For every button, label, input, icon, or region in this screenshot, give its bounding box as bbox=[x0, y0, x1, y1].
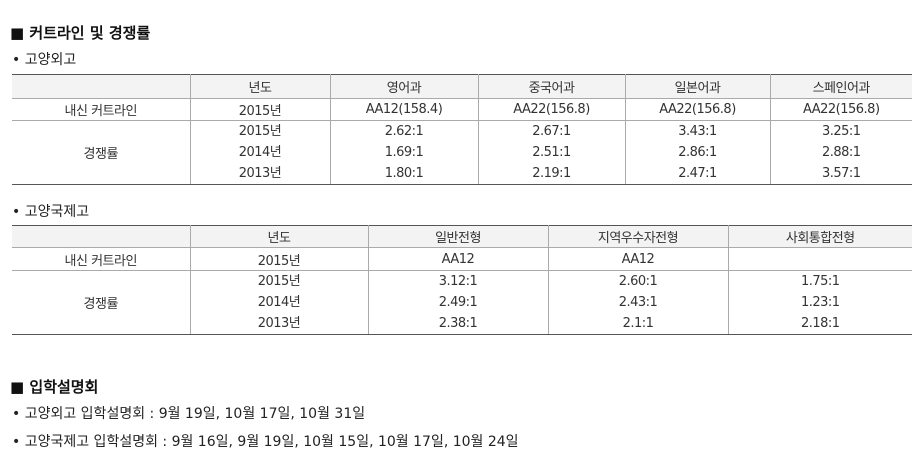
rate: 1.69:1 bbox=[384, 145, 424, 160]
rate: 2.18:1 bbox=[800, 316, 840, 331]
header-cell: 일본어과 bbox=[624, 74, 771, 99]
rate: 2.49:1 bbox=[438, 295, 478, 310]
row: 경쟁률 2015년 2014년 2013년 2.62:1 1.69:1 1.80:1 2.67… bbox=[12, 120, 912, 185]
school-name: • 고양국제고 bbox=[12, 204, 90, 220]
row-label: 경쟁률 bbox=[12, 270, 191, 335]
info-line: • 고양외고 입학설명회 : 9월 19일, 10월 17일, 10월 31일 bbox=[12, 406, 366, 422]
table: 년도 일반전형 지역우수자전형 사회통합전형 내신 커트라인 2015년 AA12 AA12 경… bbox=[12, 225, 912, 335]
cell: AA22(156.8) bbox=[769, 98, 912, 121]
rate: 2.67:1 bbox=[532, 124, 571, 139]
table: 년도 영어과 중국어과 일본어과 스페인어과 내신 커트라인 2015년 AA12(158.4… bbox=[12, 74, 912, 185]
cell: AA12 bbox=[547, 247, 729, 271]
year: 2015년 bbox=[238, 124, 282, 139]
rate: 2.60:1 bbox=[618, 274, 658, 289]
rate: 2.1:1 bbox=[622, 316, 654, 331]
section-title: ■ 커트라인 및 경쟁률 bbox=[10, 24, 151, 42]
rate: 2.19:1 bbox=[532, 166, 571, 181]
cell: 2.67:1 2.51:1 2.19:1 bbox=[477, 120, 626, 185]
row-label: 경쟁률 bbox=[12, 120, 191, 185]
cell: AA12 bbox=[367, 247, 549, 271]
cell: 2.62:1 1.69:1 1.80:1 bbox=[329, 120, 479, 185]
rate: 3.25:1 bbox=[821, 124, 861, 139]
cell: AA12(158.4) bbox=[329, 98, 479, 121]
cell: 3.25:1 2.88:1 3.57:1 bbox=[769, 120, 912, 185]
year: 2015년 bbox=[257, 274, 301, 289]
rate: 3.57:1 bbox=[821, 166, 861, 181]
rate: 2.86:1 bbox=[678, 145, 717, 160]
year: 2014년 bbox=[257, 295, 301, 310]
row-label: 내신 커트라인 bbox=[12, 247, 191, 271]
cell: 2015년 2014년 2013년 bbox=[189, 120, 331, 185]
header-cell: 년도 bbox=[189, 74, 331, 99]
header-row: 년도 영어과 중국어과 일본어과 스페인어과 bbox=[12, 74, 912, 99]
info-line: • 고양국제고 입학설명회 : 9월 16일, 9월 19일, 10월 15일,… bbox=[12, 434, 519, 450]
cell: 3.43:1 2.86:1 2.47:1 bbox=[624, 120, 771, 185]
header-cell bbox=[12, 225, 191, 248]
cell: AA22(156.8) bbox=[624, 98, 771, 121]
school-name: • 고양외고 bbox=[12, 52, 77, 68]
cell: 1.75:1 1.23:1 2.18:1 bbox=[727, 270, 912, 335]
cell: 2.60:1 2.43:1 2.1:1 bbox=[547, 270, 729, 335]
year: 2014년 bbox=[238, 145, 282, 160]
header-cell: 영어과 bbox=[329, 74, 479, 99]
rate: 2.51:1 bbox=[532, 145, 571, 160]
rate: 1.23:1 bbox=[800, 295, 840, 310]
cell: 3.12:1 2.49:1 2.38:1 bbox=[367, 270, 549, 335]
year: 2013년 bbox=[238, 166, 282, 181]
cell: AA22(156.8) bbox=[477, 98, 626, 121]
year: 2013년 bbox=[257, 316, 301, 331]
rate: 2.47:1 bbox=[678, 166, 717, 181]
row: 내신 커트라인 2015년 AA12(158.4) AA22(156.8) AA22(1… bbox=[12, 98, 912, 121]
rate: 2.88:1 bbox=[821, 145, 861, 160]
header-row: 년도 일반전형 지역우수자전형 사회통합전형 bbox=[12, 225, 912, 248]
row: 내신 커트라인 2015년 AA12 AA12 bbox=[12, 247, 912, 271]
rate: 2.43:1 bbox=[618, 295, 658, 310]
header-cell: 사회통합전형 bbox=[727, 225, 912, 248]
header-cell: 년도 bbox=[189, 225, 369, 248]
rate: 1.80:1 bbox=[384, 166, 424, 181]
rate: 3.43:1 bbox=[678, 124, 717, 139]
rate: 2.38:1 bbox=[438, 316, 478, 331]
cell: 2015년 2014년 2013년 bbox=[189, 270, 369, 335]
header-cell: 지역우수자전형 bbox=[547, 225, 729, 248]
row: 경쟁률 2015년 2014년 2013년 3.12:1 2.49:1 2.38:1 2.60… bbox=[12, 270, 912, 335]
rate: 3.12:1 bbox=[438, 274, 478, 289]
row-label: 내신 커트라인 bbox=[12, 98, 191, 121]
rate: 1.75:1 bbox=[800, 274, 840, 289]
header-cell: 중국어과 bbox=[477, 74, 626, 99]
cell: 2015년 bbox=[189, 98, 331, 121]
cell: 2015년 bbox=[189, 247, 369, 271]
rate: 2.62:1 bbox=[384, 124, 424, 139]
header-cell: 일반전형 bbox=[367, 225, 549, 248]
cell bbox=[727, 247, 912, 271]
header-cell bbox=[12, 74, 191, 99]
section-title: ■ 입학설명회 bbox=[10, 378, 99, 396]
header-cell: 스페인어과 bbox=[769, 74, 912, 99]
